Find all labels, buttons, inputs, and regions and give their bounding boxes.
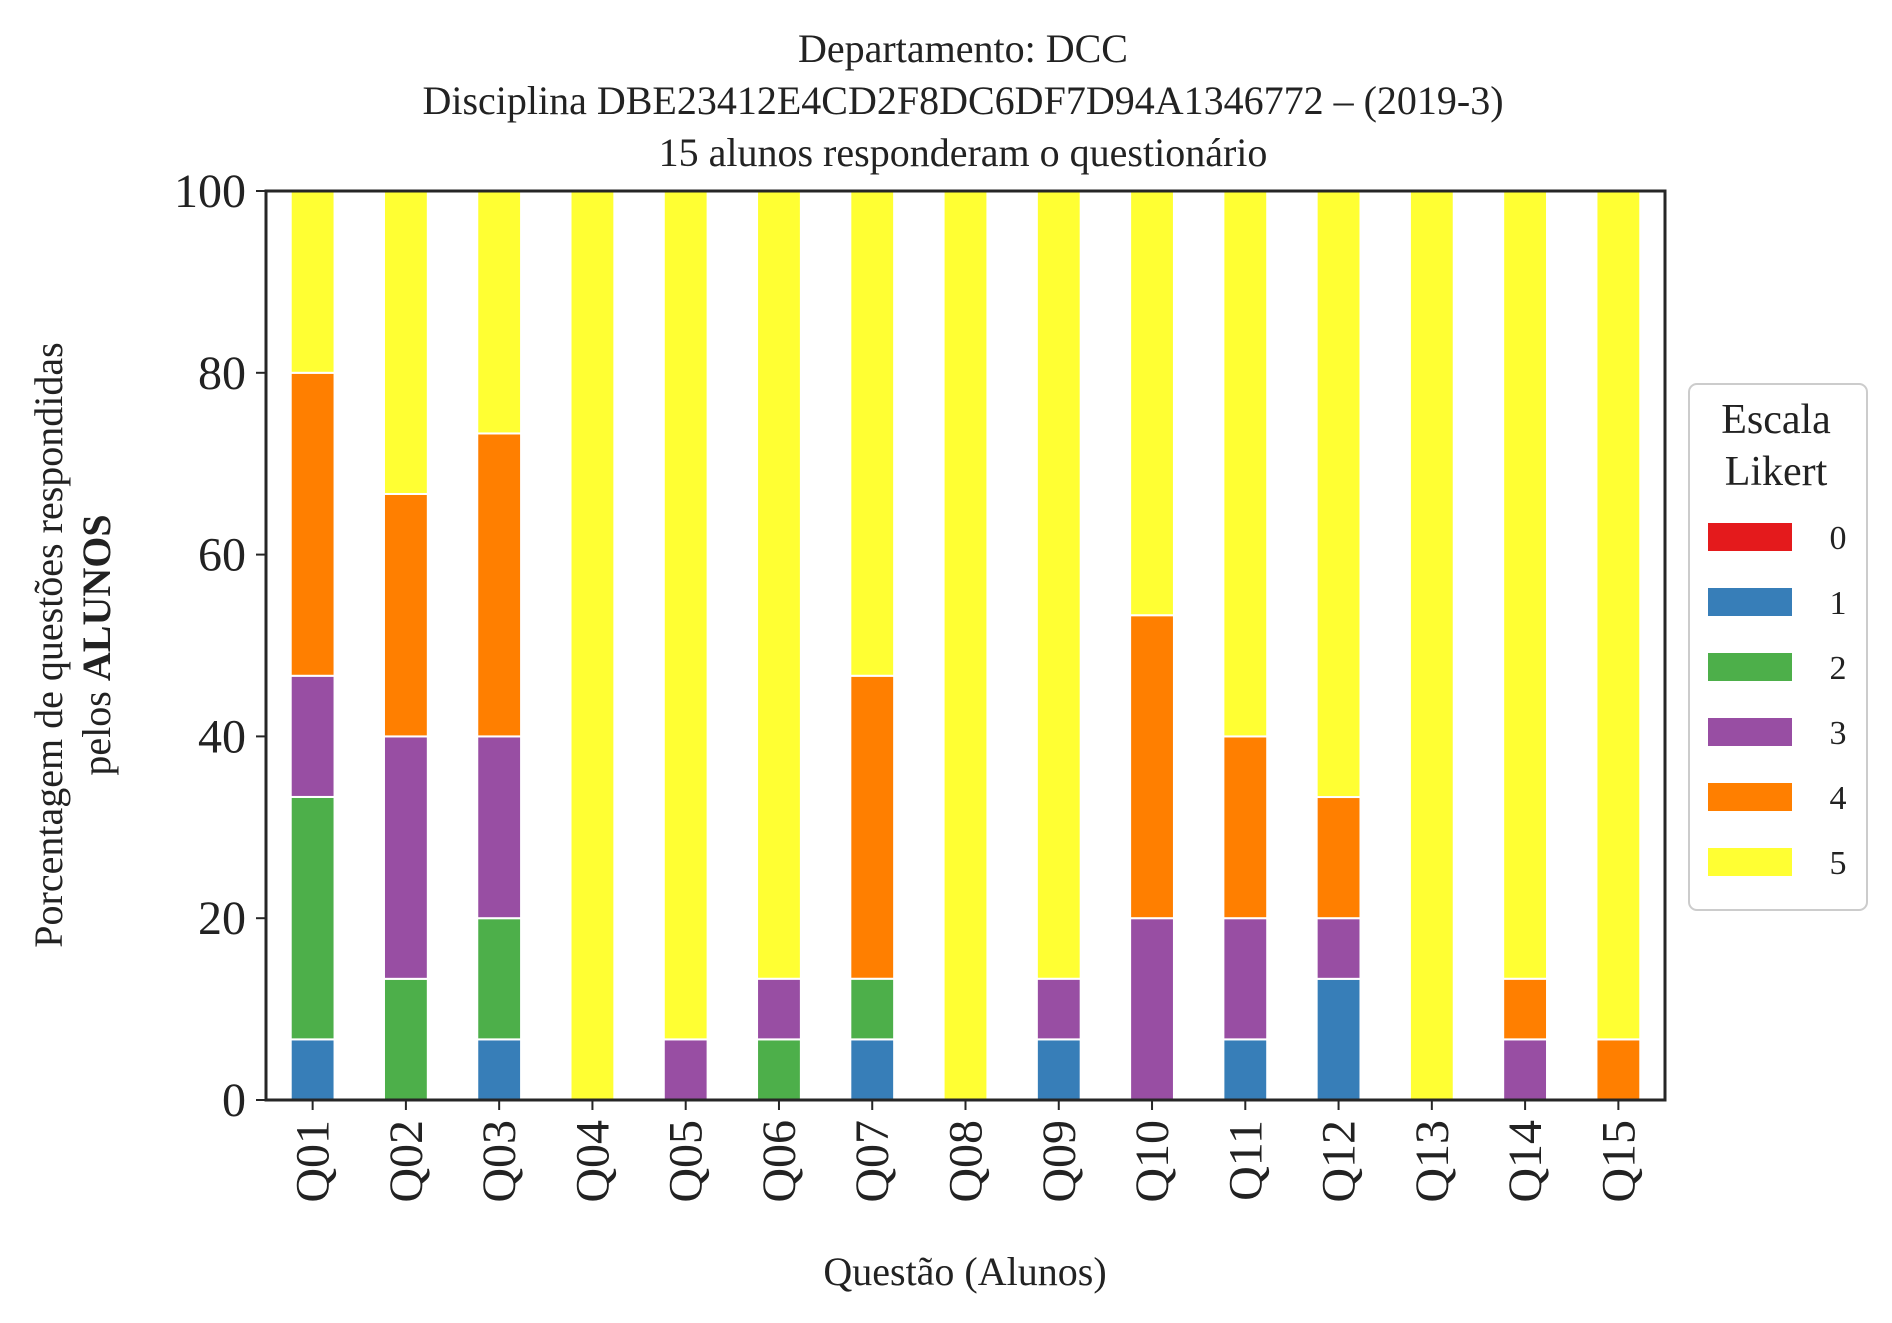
bar-q11-level-5 xyxy=(1222,190,1269,738)
x-tick-label-q04: Q04 xyxy=(566,1120,619,1203)
legend-swatch-3 xyxy=(1708,718,1792,746)
title-line-1: Departamento: DCC xyxy=(798,26,1128,71)
legend-swatch-1 xyxy=(1708,588,1792,616)
bar-q14-level-5 xyxy=(1502,189,1549,980)
bar-q15-level-4 xyxy=(1595,1038,1642,1102)
bar-q12-level-1 xyxy=(1315,977,1362,1102)
legend-swatch-5 xyxy=(1708,848,1792,876)
bar-q11-level-4 xyxy=(1222,735,1269,920)
bar-q11-level-1 xyxy=(1222,1038,1269,1102)
x-tick-label-q05: Q05 xyxy=(660,1120,713,1203)
chart-title: Departamento: DCC Disciplina DBE23412E4C… xyxy=(422,26,1503,175)
bar-q07-level-4 xyxy=(849,674,896,980)
bar-q10-level-3 xyxy=(1129,917,1175,1102)
plot-frame xyxy=(264,189,1667,1102)
bar-q13-level-5 xyxy=(1408,190,1455,1101)
bar-q12-level-3 xyxy=(1315,917,1362,980)
bar-q01-level-1 xyxy=(289,1038,336,1102)
bar-q06-level-5 xyxy=(756,189,802,980)
y-tick-label: 40 xyxy=(198,710,246,763)
legend-label-0: 0 xyxy=(1830,520,1847,557)
bar-q09-level-5 xyxy=(1035,189,1082,980)
bar-q14-level-4 xyxy=(1502,977,1549,1041)
legend-label-2: 2 xyxy=(1830,650,1847,687)
bar-q05-level-3 xyxy=(662,1038,709,1102)
bar-q15-level-5 xyxy=(1595,190,1642,1041)
bar-q12-level-4 xyxy=(1315,796,1362,920)
y-tick-label: 60 xyxy=(198,529,246,582)
bar-q03-level-3 xyxy=(476,735,523,920)
legend-frame xyxy=(1688,383,1868,911)
x-tick-label-q02: Q02 xyxy=(380,1120,433,1203)
x-tick-label-q15: Q15 xyxy=(1592,1120,1645,1203)
x-tick-label-q09: Q09 xyxy=(1033,1120,1086,1203)
bar-q03-level-4 xyxy=(476,432,523,738)
bar-q01-level-4 xyxy=(289,371,336,677)
bar-q08-level-5 xyxy=(942,190,989,1101)
legend-label-4: 4 xyxy=(1830,780,1847,817)
legend-label-3: 3 xyxy=(1830,715,1847,752)
bar-q07-level-2 xyxy=(849,977,896,1041)
bar-q03-level-5 xyxy=(476,190,523,435)
bar-q06-level-2 xyxy=(756,1038,802,1102)
bar-q02-level-2 xyxy=(382,977,429,1102)
x-tick-label-q10: Q10 xyxy=(1126,1120,1179,1203)
y-tick-label: 20 xyxy=(198,892,246,945)
bar-q02-level-3 xyxy=(382,735,429,980)
x-tick-label-q14: Q14 xyxy=(1499,1120,1552,1203)
bar-q02-level-5 xyxy=(382,190,429,495)
bar-q01-level-3 xyxy=(289,674,336,798)
bar-q09-level-1 xyxy=(1035,1038,1082,1102)
y-axis-label: Porcentagem de questões respondidas pelo… xyxy=(26,342,119,947)
bar-q04-level-5 xyxy=(569,190,616,1101)
x-tick-label-q07: Q07 xyxy=(846,1120,899,1203)
y-axis-label-line-2-bold: ALUNOS xyxy=(74,514,119,681)
y-tick-label: 100 xyxy=(174,165,246,218)
legend-label-1: 1 xyxy=(1830,585,1847,622)
title-line-2: Disciplina DBE23412E4CD2F8DC6DF7D94A1346… xyxy=(422,78,1503,123)
legend-label-5: 5 xyxy=(1830,845,1847,882)
x-tick-label-q12: Q12 xyxy=(1313,1120,1366,1203)
x-axis-ticks: Q01 Q02 Q03 Q04 Q05 Q06 Q07 Q08 Q09 Q10 Q11 Q12 Q13 Q… xyxy=(287,1100,1645,1203)
x-tick-label-q06: Q06 xyxy=(753,1120,806,1203)
legend-items: 0 1 2 3 4 5 xyxy=(1708,520,1847,882)
bar-q14-level-3 xyxy=(1502,1038,1549,1102)
bar-q09-level-3 xyxy=(1035,977,1082,1041)
bar-q03-level-2 xyxy=(476,917,523,1041)
bar-q11-level-3 xyxy=(1222,917,1269,1041)
x-axis-label: Questão (Alunos) xyxy=(823,1249,1106,1294)
bar-q10-level-4 xyxy=(1129,614,1175,920)
bar-q05-level-5 xyxy=(662,190,709,1041)
legend-title-line-1: Escala xyxy=(1721,397,1831,443)
bar-q06-level-3 xyxy=(756,977,802,1041)
x-tick-label-q11: Q11 xyxy=(1219,1120,1272,1201)
x-tick-label-q13: Q13 xyxy=(1406,1120,1459,1203)
bars-layer xyxy=(289,189,1642,1102)
x-tick-label-q08: Q08 xyxy=(940,1120,993,1203)
legend-swatch-4 xyxy=(1708,783,1792,811)
legend: Escala Likert 0 1 2 3 4 5 xyxy=(1688,383,1868,911)
legend-swatch-0 xyxy=(1708,523,1792,551)
y-tick-label: 80 xyxy=(198,347,246,400)
bar-q02-level-4 xyxy=(382,492,429,738)
bar-q12-level-5 xyxy=(1315,190,1362,799)
y-axis-label-line-2-prefix: pelos xyxy=(74,681,119,775)
x-tick-label-q03: Q03 xyxy=(473,1120,526,1203)
title-line-3: 15 alunos responderam o questionário xyxy=(659,130,1268,175)
bar-q07-level-5 xyxy=(849,190,896,677)
y-axis-ticks: 0 20 40 60 80 100 xyxy=(174,165,266,1127)
legend-swatch-2 xyxy=(1708,653,1792,681)
y-tick-label: 0 xyxy=(222,1074,246,1127)
y-axis-label-line-2: pelos ALUNOS xyxy=(74,514,119,775)
y-axis-label-line-1: Porcentagem de questões respondidas xyxy=(26,342,71,947)
bar-q07-level-1 xyxy=(849,1038,896,1102)
x-tick-label-q01: Q01 xyxy=(287,1120,340,1203)
bar-q10-level-5 xyxy=(1129,190,1175,617)
bar-q01-level-5 xyxy=(289,190,336,374)
bar-q03-level-1 xyxy=(476,1038,523,1102)
legend-title-line-2: Likert xyxy=(1725,449,1828,495)
bar-q01-level-2 xyxy=(289,795,336,1041)
